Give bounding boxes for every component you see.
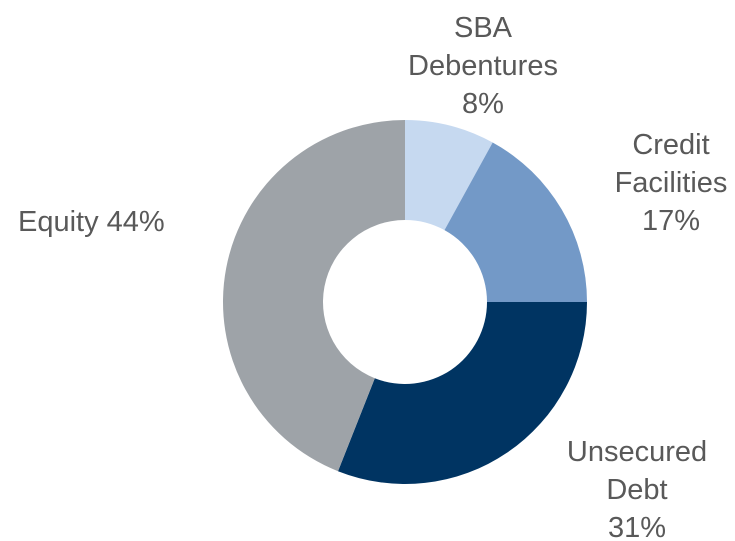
slice-label: Equity 44% (18, 203, 218, 241)
slice-label: Unsecured Debt 31% (552, 433, 722, 541)
value-label: 8% (462, 88, 504, 120)
donut-slice (222, 120, 405, 472)
value-label: 31% (607, 512, 667, 541)
value-label: 17% (641, 205, 701, 237)
donut-slice (444, 142, 587, 302)
donut-slice (338, 302, 587, 485)
category-label: Unsecured Debt (566, 436, 708, 506)
value-label: 44% (106, 206, 165, 238)
category-label: Equity (18, 206, 99, 238)
slice-label: Credit Facilities 17% (596, 126, 735, 240)
category-label: SBA Debentures (408, 12, 558, 82)
donut-slice (405, 120, 493, 231)
category-label: Credit Facilities (614, 129, 728, 199)
slice-label: SBA Debentures 8% (393, 9, 573, 123)
